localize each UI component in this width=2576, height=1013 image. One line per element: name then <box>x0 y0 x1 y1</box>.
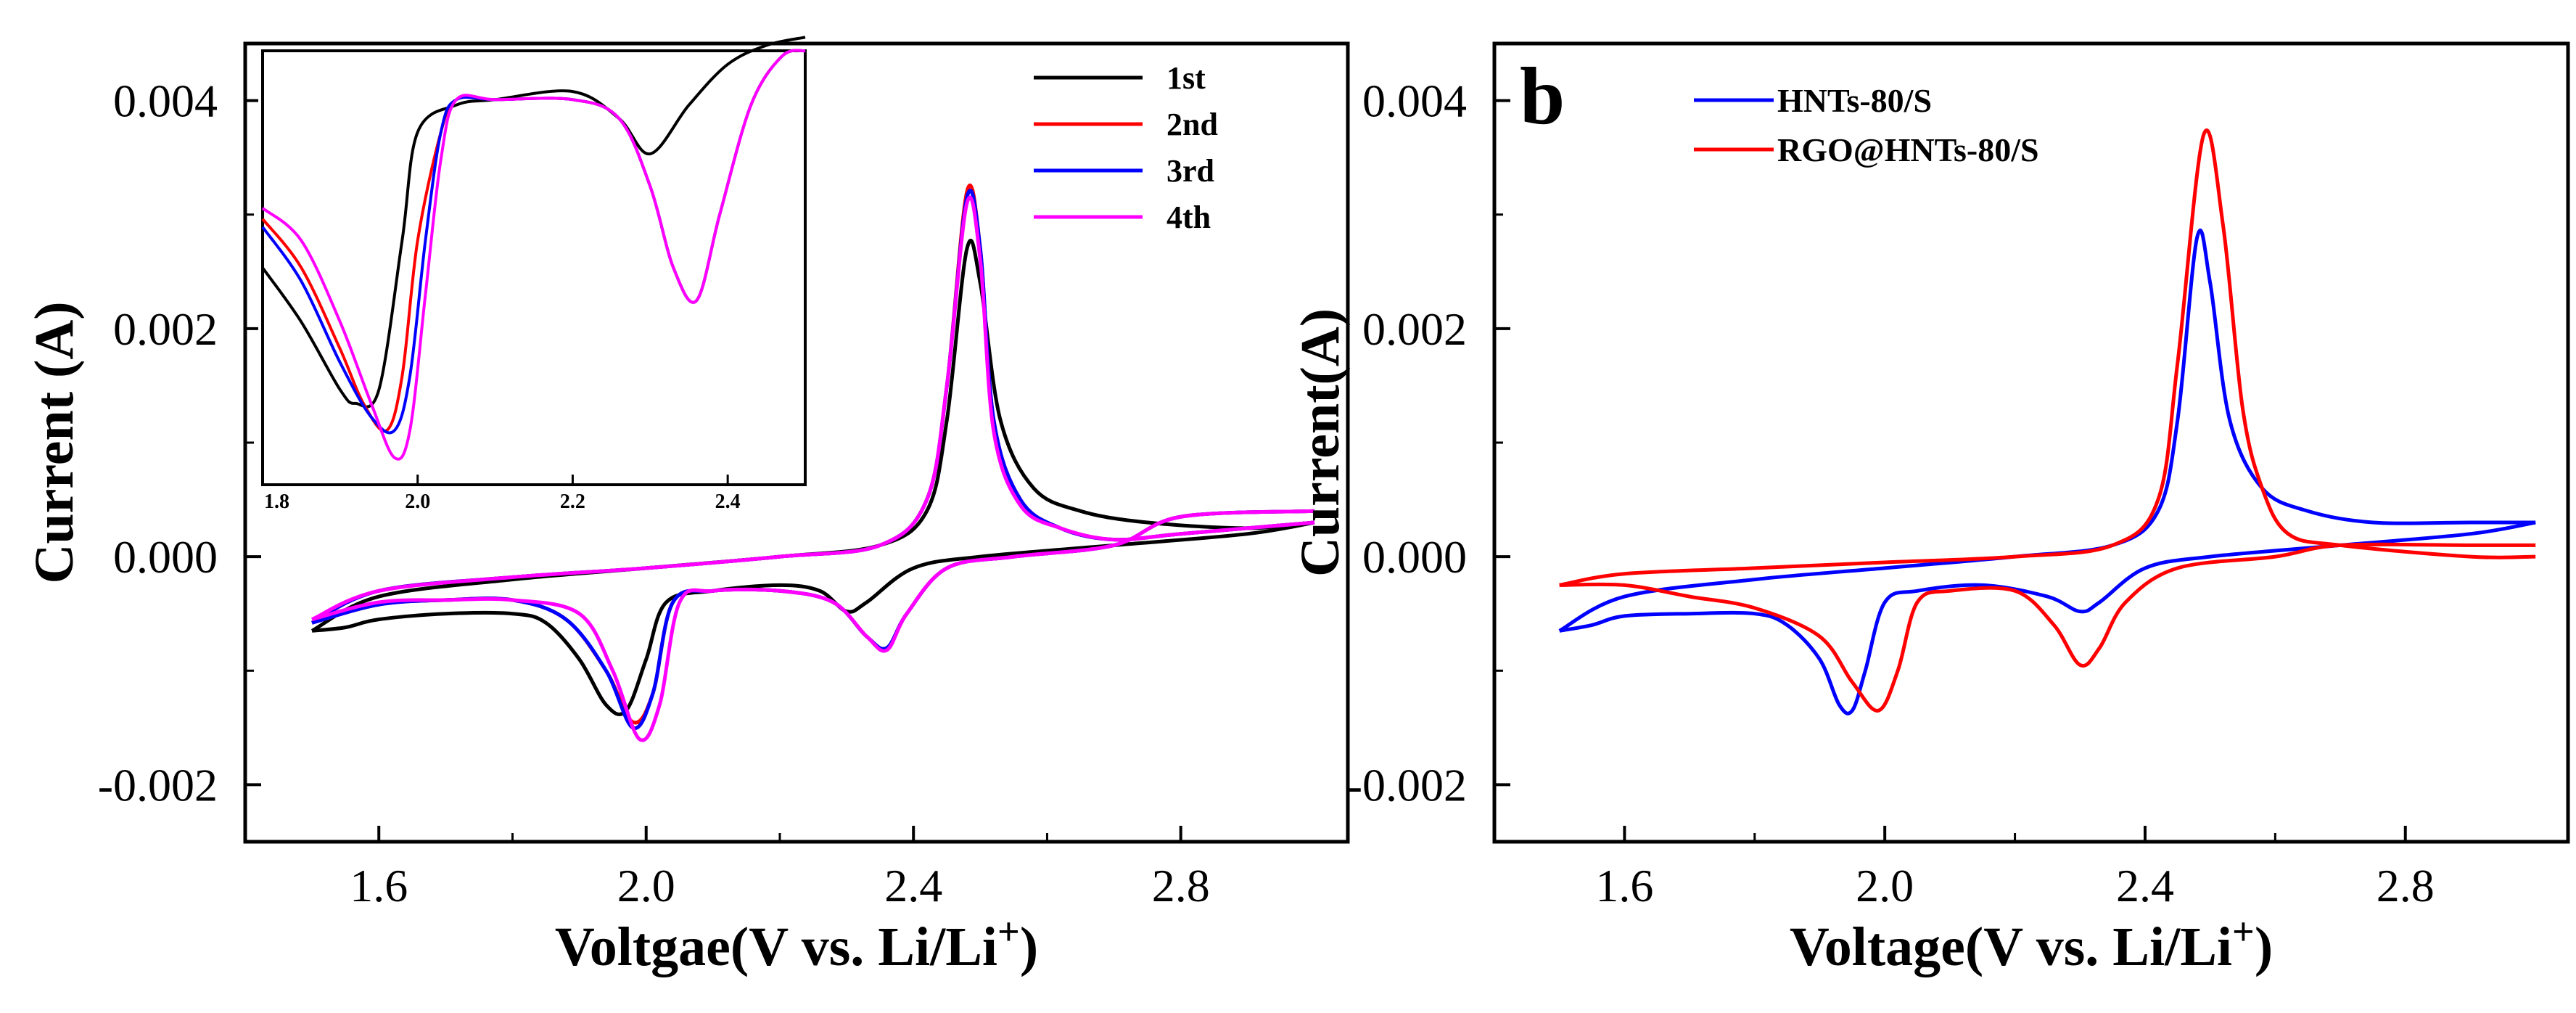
inset-x-tick-label: 2.4 <box>715 491 741 513</box>
panel-a-x-axis-label: Voltgae(V vs. Li/Li+) <box>555 910 1038 977</box>
legend-label: 1st <box>1166 60 1206 96</box>
panel-b-label: b <box>1520 52 1565 142</box>
series-line-anodic <box>1559 128 2536 587</box>
series-line-cathodic <box>1559 542 2536 713</box>
legend-label: 4th <box>1166 200 1211 235</box>
series-line-cathodic <box>311 509 1315 742</box>
inset-series-4th <box>261 49 806 461</box>
series-RGO@HNTs-80/S <box>1559 128 2536 713</box>
panel-b-chart: -0.002 0.000 0.002 0.004 1.6 2.0 2.4 2.8 b Vol… <box>1290 41 2570 977</box>
x-tick-label: 2.8 <box>2377 860 2435 911</box>
x-tick-label: 2.4 <box>2116 860 2174 911</box>
inset-x-tick-label: 2.0 <box>405 491 430 513</box>
legend-label: 2nd <box>1166 107 1218 142</box>
y-tick-label: -0.002 <box>1347 759 1467 811</box>
y-tick-label: 0.004 <box>1362 75 1467 127</box>
x-tick-label: 2.8 <box>1152 860 1210 911</box>
y-tick-label: 0.002 <box>1362 303 1467 355</box>
y-tick-label: -0.002 <box>98 759 218 811</box>
panel-b-y-axis-label: Current(A) <box>1290 308 1351 577</box>
x-tick-label: 2.0 <box>1856 860 1914 911</box>
series-HNTs-80/S <box>1558 229 2536 715</box>
series-line-anodic <box>1558 229 2536 633</box>
inset-series-1st <box>261 36 806 409</box>
legend-label: RGO@HNTs-80/S <box>1777 131 2039 168</box>
y-tick-label: 0.002 <box>113 303 218 355</box>
x-tick-label: 2.0 <box>617 860 675 911</box>
panel-a-legend: 1st 2nd 3rd 4th <box>1034 60 1218 235</box>
legend-label: HNTs-80/S <box>1777 82 1932 119</box>
x-tick-label: 2.4 <box>884 860 942 911</box>
inset-x-tick-label: 1.8 <box>264 491 289 513</box>
series-4th <box>311 195 1315 742</box>
series-line-cathodic <box>311 520 1315 717</box>
panel-b-x-axis-label: Voltage(V vs. Li/Li+) <box>1790 910 2273 977</box>
y-tick-label: 0.000 <box>1362 531 1467 583</box>
inset-x-tick-label: 2.2 <box>560 491 585 513</box>
y-tick-label: 0.004 <box>113 75 218 127</box>
panel-b-legend: HNTs-80/S RGO@HNTs-80/S <box>1694 82 2039 168</box>
y-tick-label: 0.000 <box>113 531 218 583</box>
panel-a-y-axis-label: Current (A) <box>24 301 85 583</box>
legend-label: 3rd <box>1166 153 1214 189</box>
series-line-anodic <box>311 195 1315 621</box>
x-tick-label: 1.6 <box>350 860 408 911</box>
series-line-cathodic <box>1559 520 2536 715</box>
panel-a-inset: 1.8 2.0 2.2 2.4 <box>258 36 808 513</box>
series-line-cathodic <box>311 509 1315 731</box>
x-tick-label: 1.6 <box>1595 860 1653 911</box>
